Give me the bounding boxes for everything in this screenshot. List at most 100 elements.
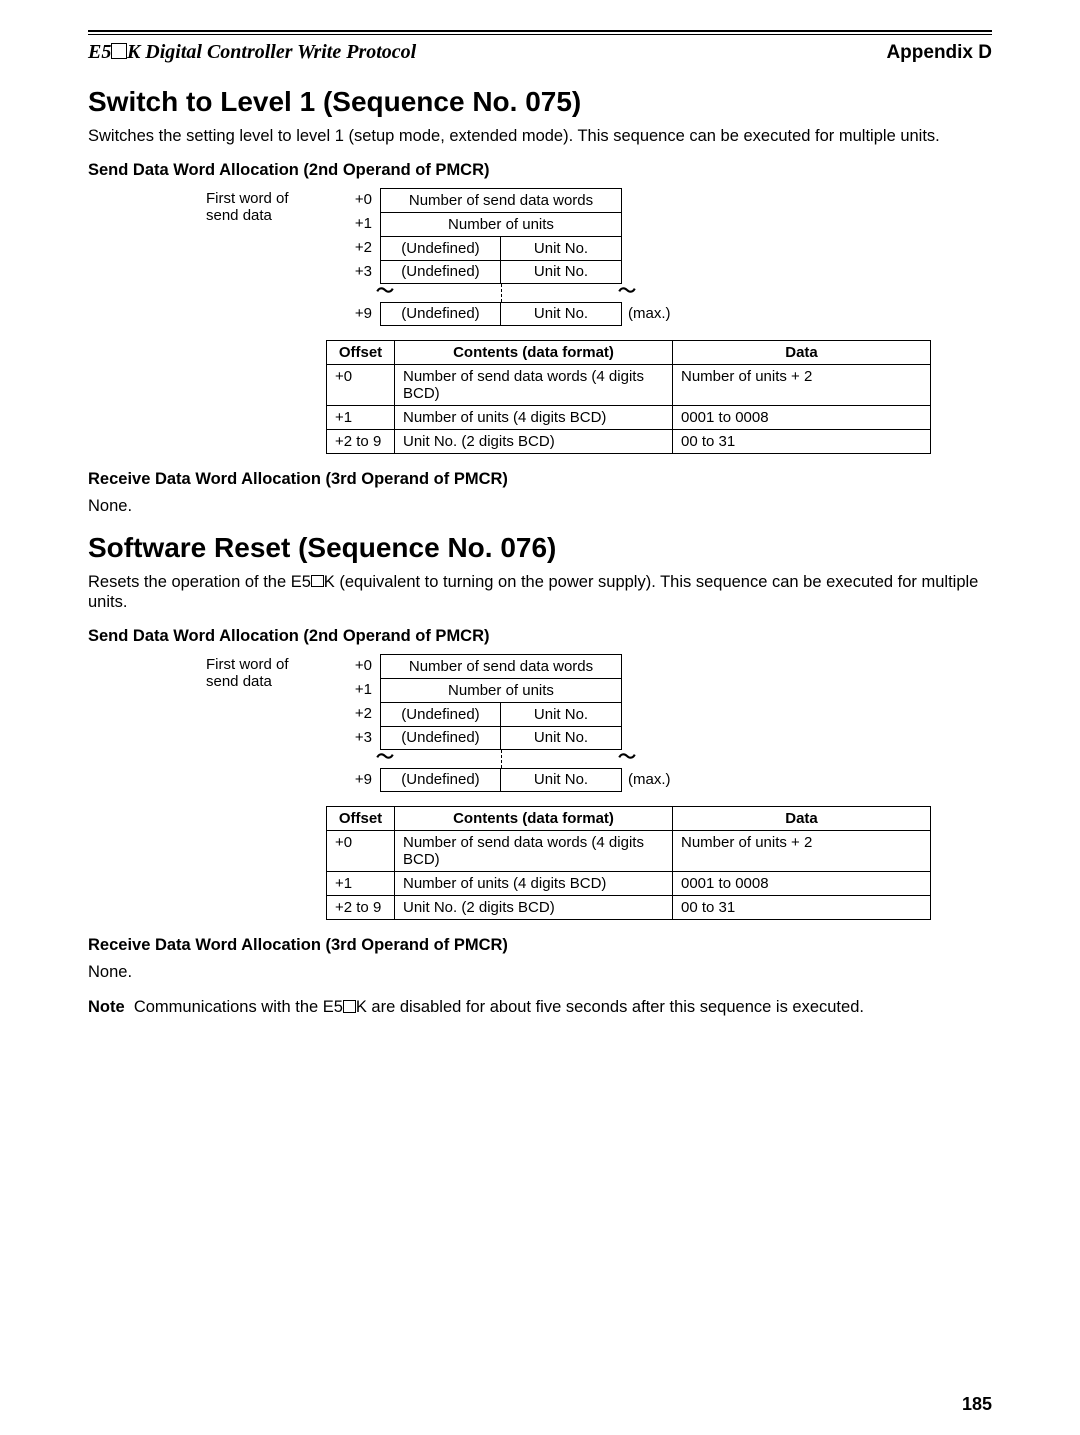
cell-2l: (Undefined) [380,702,501,726]
cell-9l: (Undefined) [380,768,501,792]
td-data: 00 to 31 [673,895,931,919]
alloc-gap: 〜 〜 [346,284,671,302]
th-contents: Contents (data format) [395,340,673,364]
gap-mid [501,750,502,768]
alloc-row-1: +1 Number of units [346,678,671,702]
td-offset: +1 [327,405,395,429]
alloc-label-l1: First word of [206,656,289,673]
section2-desc-pre: Resets the operation of the E5 [88,573,311,591]
alloc-row-2: +2 (Undefined) Unit No. [346,236,671,260]
section2-title: Software Reset (Sequence No. 076) [88,532,992,564]
table-header-row: Offset Contents (data format) Data [327,806,931,830]
cell-2r: Unit No. [501,702,622,726]
cell-1: Number of units [380,678,622,702]
offset-3: +3 [346,729,380,746]
alloc-gap: 〜 〜 [346,750,671,768]
cell-3l: (Undefined) [380,726,501,750]
table-header-row: Offset Contents (data format) Data [327,340,931,364]
tilde-icon: 〜 [376,753,394,762]
alloc-row-0: +0 Number of send data words [346,188,671,212]
td-offset: +1 [327,871,395,895]
note-label: Note [88,998,125,1016]
section1-desc: Switches the setting level to level 1 (s… [88,126,992,147]
cell-9r: Unit No. [501,768,622,792]
section1-alloc: First word of send data +0 Number of sen… [88,188,992,326]
top-rule [88,30,992,35]
th-offset: Offset [327,806,395,830]
td-data: Number of units + 2 [673,364,931,405]
th-contents: Contents (data format) [395,806,673,830]
alloc-label: First word of send data [206,654,346,690]
cell-3r: Unit No. [501,726,622,750]
offset-9: +9 [346,771,380,788]
alloc-row-1: +1 Number of units [346,212,671,236]
section1-data-table: Offset Contents (data format) Data +0 Nu… [326,340,931,454]
td-contents: Number of units (4 digits BCD) [395,405,673,429]
tilde-icon: 〜 [376,287,394,296]
th-data: Data [673,806,931,830]
table-row: +0 Number of send data words (4 digits B… [327,364,931,405]
td-data: 00 to 31 [673,429,931,453]
cell-3l: (Undefined) [380,260,501,284]
alloc-label-l1: First word of [206,190,289,207]
table-row: +2 to 9 Unit No. (2 digits BCD) 00 to 31 [327,429,931,453]
square-icon [343,1000,356,1013]
cell-0: Number of send data words [380,188,622,212]
cell-2r: Unit No. [501,236,622,260]
td-contents: Unit No. (2 digits BCD) [395,429,673,453]
page-number: 185 [962,1394,992,1415]
td-offset: +2 to 9 [327,429,395,453]
cell-9l: (Undefined) [380,302,501,326]
cell-2l: (Undefined) [380,236,501,260]
cell-9r: Unit No. [501,302,622,326]
tilde-icon: 〜 [618,753,636,762]
offset-2: +2 [346,705,380,722]
section2-send-head: Send Data Word Allocation (2nd Operand o… [88,627,992,646]
th-data: Data [673,340,931,364]
section2-note: Note Communications with the E5K are dis… [88,998,992,1017]
alloc-row-2: +2 (Undefined) Unit No. [346,702,671,726]
table-row: +1 Number of units (4 digits BCD) 0001 t… [327,871,931,895]
offset-2: +2 [346,239,380,256]
table-row: +0 Number of send data words (4 digits B… [327,830,931,871]
offset-0: +0 [346,191,380,208]
gap-mid [501,284,502,302]
offset-9: +9 [346,305,380,322]
offset-0: +0 [346,657,380,674]
alloc-label-l2: send data [206,673,272,690]
square-icon [111,43,127,59]
alloc-row-0: +0 Number of send data words [346,654,671,678]
header-left: E5 K Digital Controller Write Protocol [88,41,416,64]
td-contents: Unit No. (2 digits BCD) [395,895,673,919]
square-icon [311,575,324,588]
table-row: +1 Number of units (4 digits BCD) 0001 t… [327,405,931,429]
section2-desc: Resets the operation of the E5K (equival… [88,572,992,613]
offset-1: +1 [346,215,380,232]
cell-1: Number of units [380,212,622,236]
offset-1: +1 [346,681,380,698]
td-offset: +2 to 9 [327,895,395,919]
th-offset: Offset [327,340,395,364]
alloc-row-9: +9 (Undefined) Unit No. (max.) [346,768,671,792]
alloc-label: First word of send data [206,188,346,224]
section2-recv-head: Receive Data Word Allocation (3rd Operan… [88,936,992,955]
td-offset: +0 [327,830,395,871]
td-data: 0001 to 0008 [673,405,931,429]
cell-3r: Unit No. [501,260,622,284]
offset-3: +3 [346,263,380,280]
max-label: (max.) [628,771,671,788]
header-left-post: K Digital Controller Write Protocol [127,41,416,63]
alloc-label-l2: send data [206,207,272,224]
td-data: 0001 to 0008 [673,871,931,895]
alloc-row-9: +9 (Undefined) Unit No. (max.) [346,302,671,326]
td-contents: Number of send data words (4 digits BCD) [395,830,673,871]
section1-send-head: Send Data Word Allocation (2nd Operand o… [88,161,992,180]
header-left-pre: E5 [88,41,111,63]
td-data: Number of units + 2 [673,830,931,871]
cell-0: Number of send data words [380,654,622,678]
running-header: E5K Digital Controller Write Protocol Ap… [88,41,992,64]
note-pre: Communications with the E5 [134,998,343,1016]
td-offset: +0 [327,364,395,405]
tilde-icon: 〜 [618,287,636,296]
section1-title: Switch to Level 1 (Sequence No. 075) [88,86,992,118]
